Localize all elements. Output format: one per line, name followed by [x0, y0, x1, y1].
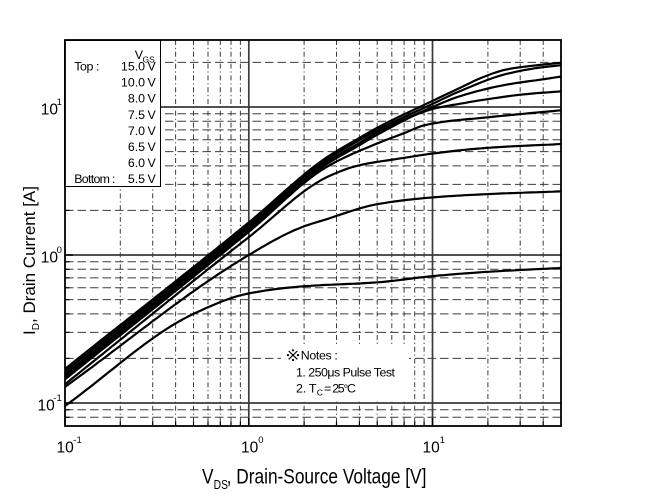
svg-text:-1: -1: [73, 435, 81, 446]
svg-text:V: V: [202, 466, 214, 489]
svg-text:I: I: [20, 330, 39, 335]
svg-text:0: 0: [57, 245, 62, 256]
svg-text:6.5 V: 6.5 V: [128, 140, 157, 154]
svg-text:= 25°C: = 25°C: [322, 382, 356, 396]
svg-text:, Drain Current [A]: , Drain Current [A]: [20, 186, 39, 323]
svg-text:10: 10: [41, 101, 59, 118]
svg-text:0: 0: [258, 435, 263, 446]
svg-text:10: 10: [41, 250, 59, 267]
svg-text:15.0 V: 15.0 V: [121, 60, 157, 74]
svg-text:10: 10: [241, 440, 259, 457]
svg-text:10.0 V: 10.0 V: [121, 76, 157, 90]
svg-text:10: 10: [423, 440, 441, 457]
svg-text:2. T: 2. T: [296, 382, 317, 396]
svg-text:7.0 V: 7.0 V: [128, 124, 157, 138]
svg-text:10: 10: [38, 397, 56, 414]
svg-text:D: D: [31, 323, 42, 330]
svg-text:V: V: [135, 48, 144, 62]
svg-text:10: 10: [57, 440, 75, 457]
svg-text:Notes :: Notes :: [301, 349, 338, 363]
svg-text:1: 1: [57, 97, 62, 108]
svg-text:Bottom :: Bottom :: [74, 172, 115, 186]
svg-text:7.5 V: 7.5 V: [128, 108, 157, 122]
svg-text:Top :: Top :: [74, 60, 99, 74]
svg-text:5.5 V: 5.5 V: [128, 172, 157, 186]
svg-text:, Drain-Source Voltage [V]: , Drain-Source Voltage [V]: [227, 466, 427, 489]
svg-text:-1: -1: [53, 393, 61, 404]
svg-text:1. 250μs Pulse Test: 1. 250μs Pulse Test: [296, 366, 396, 380]
svg-text:DS: DS: [214, 479, 229, 492]
svg-text:1: 1: [440, 435, 445, 446]
svg-text:8.0 V: 8.0 V: [128, 92, 157, 106]
svg-text:6.0 V: 6.0 V: [128, 156, 157, 170]
svg-text:C: C: [317, 388, 323, 398]
svg-text:GS: GS: [143, 55, 156, 65]
